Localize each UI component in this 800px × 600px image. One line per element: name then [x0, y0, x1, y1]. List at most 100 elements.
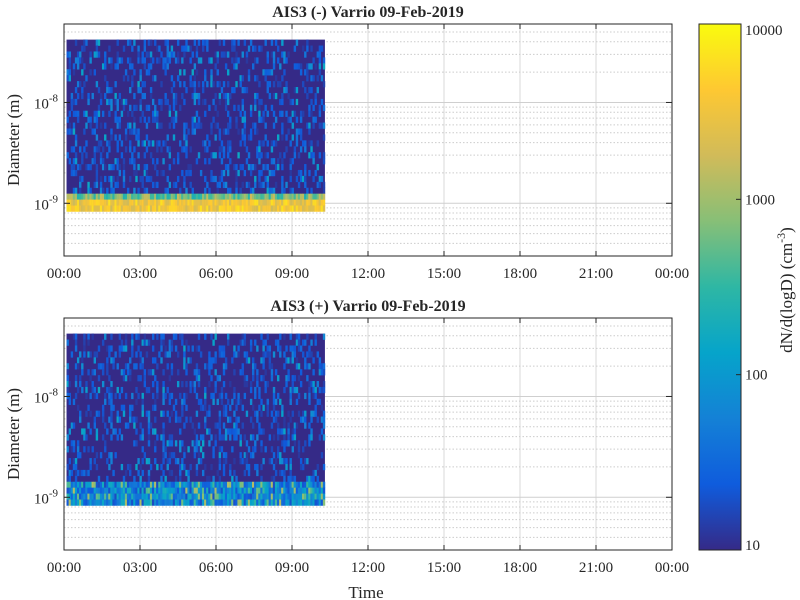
- heatmap-cell: [164, 487, 167, 494]
- heatmap-cell: [68, 469, 72, 477]
- heatmap-cell: [231, 57, 234, 64]
- heatmap-cell: [274, 410, 278, 417]
- heatmap-cell: [122, 410, 126, 417]
- heatmap-cell: [131, 81, 134, 88]
- heatmap-cell: [68, 75, 72, 82]
- heatmap-cell: [114, 110, 117, 117]
- heatmap-cell: [224, 181, 228, 189]
- heatmap-cell: [320, 493, 324, 500]
- heatmap-cell: [239, 493, 242, 500]
- heatmap-cell: [126, 199, 130, 206]
- heatmap-cell: [95, 164, 99, 171]
- heatmap-cell: [289, 193, 292, 200]
- heatmap-cell: [218, 475, 222, 483]
- heatmap-cell: [231, 475, 234, 483]
- heatmap-cell: [291, 187, 294, 194]
- heatmap-cell: [297, 375, 301, 382]
- heatmap-cell: [229, 146, 232, 153]
- heatmap-cell: [160, 499, 163, 506]
- heatmap-cell: [268, 458, 272, 465]
- heatmap-cell: [164, 499, 167, 506]
- heatmap-cell: [110, 345, 113, 352]
- heatmap-cell: [222, 169, 226, 177]
- heatmap-cell: [243, 87, 247, 94]
- heatmap-cell: [151, 487, 155, 494]
- heatmap-cell: [291, 499, 294, 506]
- heatmap-cell: [104, 199, 107, 206]
- heatmap-cell: [283, 475, 286, 483]
- heatmap-cell: [251, 164, 255, 171]
- heatmap-cell: [154, 199, 157, 206]
- heatmap-cell: [172, 92, 176, 100]
- heatmap-cell: [254, 98, 257, 106]
- heatmap-cell: [283, 487, 286, 494]
- heatmap-cell: [214, 134, 217, 141]
- heatmap-cell: [164, 452, 167, 459]
- heatmap-cell: [224, 363, 228, 370]
- heatmap-cell: [104, 122, 107, 129]
- heatmap-cell: [189, 75, 192, 82]
- heatmap-cell: [293, 499, 297, 506]
- heatmap-cell: [254, 410, 257, 417]
- heatmap-cell: [314, 487, 317, 494]
- heatmap-cell: [114, 81, 117, 88]
- heatmap-cell: [260, 140, 263, 147]
- heatmap-cell: [154, 116, 157, 123]
- heatmap-cell: [295, 493, 299, 500]
- heatmap-cell: [95, 81, 99, 88]
- heatmap-cell: [274, 339, 278, 346]
- heatmap-cell: [143, 199, 147, 206]
- heatmap-cell: [97, 475, 101, 483]
- heatmap-cell: [66, 463, 69, 471]
- heatmap-cell: [110, 333, 113, 340]
- heatmap-cell: [295, 175, 299, 183]
- heatmap-cell: [120, 193, 124, 200]
- heatmap-cell: [106, 363, 109, 370]
- heatmap-cell: [214, 351, 217, 358]
- heatmap-cell: [166, 493, 169, 500]
- heatmap-cell: [291, 199, 294, 206]
- heatmap-cell: [118, 487, 122, 494]
- heatmap-cell: [193, 122, 197, 129]
- heatmap-cell: [158, 481, 161, 488]
- heatmap-cell: [191, 187, 194, 194]
- heatmap-cell: [151, 140, 155, 147]
- heatmap-cell: [89, 57, 92, 64]
- heatmap-cell: [129, 487, 132, 494]
- heatmap-cell: [304, 487, 307, 494]
- heatmap-cell: [122, 193, 126, 200]
- heatmap-cell: [66, 475, 69, 483]
- heatmap-cell: [181, 404, 184, 411]
- heatmap-cell: [131, 63, 134, 70]
- heatmap-cell: [183, 493, 186, 500]
- heatmap-cell: [254, 363, 257, 370]
- heatmap-cell: [297, 339, 301, 346]
- heatmap-cell: [72, 499, 76, 506]
- ticks-positive: 00:00 03:00 06:00 09:00 12:00 15:00 18:00 21:00…: [34, 318, 689, 576]
- heatmap-cell: [260, 410, 263, 417]
- heatmap-cell: [289, 357, 292, 364]
- heatmap-cell: [285, 87, 288, 94]
- heatmap-cell: [131, 416, 134, 423]
- heatmap-cell: [256, 493, 259, 500]
- heatmap-cell: [283, 469, 286, 477]
- heatmap-cell: [137, 164, 140, 171]
- heatmap-cell: [322, 463, 326, 471]
- heatmap-cell: [191, 122, 194, 129]
- heatmap-cell: [112, 187, 115, 194]
- heatmap-cell: [114, 392, 117, 400]
- heatmap-cell: [185, 381, 188, 388]
- heatmap-cell: [285, 81, 288, 88]
- heatmap-cell: [247, 69, 251, 76]
- heatmap-cell: [126, 39, 130, 46]
- heatmap-cell: [283, 493, 286, 500]
- heatmap-cell: [89, 205, 92, 212]
- heatmap-cell: [281, 458, 284, 465]
- heatmap-cell: [229, 493, 232, 500]
- heatmap-cell: [254, 493, 257, 500]
- heatmap-cell: [283, 446, 286, 453]
- heatmap-cell: [116, 181, 119, 189]
- heatmap-cell: [133, 104, 136, 112]
- heatmap-cell: [126, 363, 130, 370]
- heatmap-cell: [95, 134, 99, 141]
